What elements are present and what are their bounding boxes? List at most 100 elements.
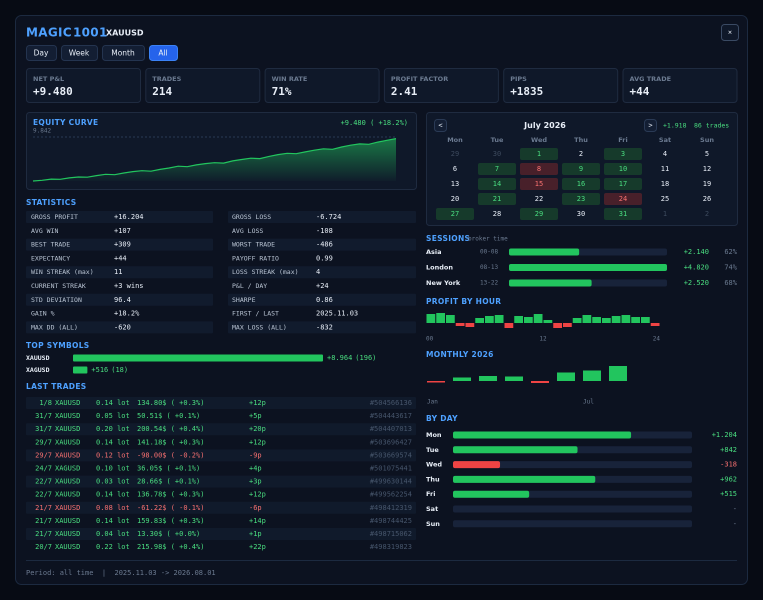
day-number[interactable]: 7 xyxy=(495,165,499,173)
trade-pnl: 141.18$ ( +0.3%) xyxy=(137,438,204,446)
tab[interactable] xyxy=(102,45,145,61)
session-hours: 13-22 xyxy=(480,280,498,287)
day-cell[interactable] xyxy=(520,163,558,175)
day-number[interactable]: 29 xyxy=(535,210,543,218)
day-number[interactable]: 15 xyxy=(535,180,543,188)
tab-label[interactable]: Week xyxy=(69,49,90,58)
day-cell[interactable] xyxy=(478,178,516,190)
trade-pips: -6p xyxy=(249,504,262,512)
calendar-title: July 2026 xyxy=(523,121,566,130)
close-button[interactable] xyxy=(721,24,739,41)
day-number[interactable]: 14 xyxy=(493,180,501,188)
close-icon[interactable]: × xyxy=(728,29,732,37)
day-number[interactable]: 6 xyxy=(453,165,457,173)
trade-pips: +20p xyxy=(249,425,266,433)
day-cell[interactable] xyxy=(562,178,600,190)
day-number[interactable]: 16 xyxy=(577,180,585,188)
day-number[interactable]: 1 xyxy=(663,210,667,218)
day-cell[interactable] xyxy=(478,193,516,205)
day-cell[interactable] xyxy=(562,193,600,205)
kpi-value: 214 xyxy=(152,85,172,98)
day-number[interactable]: 30 xyxy=(577,210,585,218)
day-number[interactable]: 20 xyxy=(451,195,459,203)
day-number[interactable]: 22 xyxy=(535,195,543,203)
day-number[interactable]: 10 xyxy=(619,165,627,173)
stat-value: +3 wins xyxy=(114,282,144,290)
day-number[interactable]: 9 xyxy=(579,165,583,173)
bar xyxy=(611,316,621,323)
day-number[interactable]: 31 xyxy=(619,210,627,218)
footer-text: Period: all time | 2025.11.03 -> 2026.08… xyxy=(26,569,216,577)
bar xyxy=(641,317,650,323)
day-number[interactable]: 3 xyxy=(621,150,625,158)
trade-symbol: XAUUSD xyxy=(55,412,80,420)
day-label: Mon xyxy=(426,431,442,439)
next-icon[interactable]: > xyxy=(648,122,652,130)
day-cell[interactable] xyxy=(520,148,558,160)
prev-icon[interactable]: < xyxy=(438,122,442,130)
tab[interactable] xyxy=(26,45,57,61)
day-number[interactable]: 19 xyxy=(703,180,711,188)
weekday: Tue xyxy=(491,136,504,144)
trade-pips: +12p xyxy=(249,491,266,499)
day-cell[interactable] xyxy=(604,148,642,160)
kpi-label: TRADES xyxy=(152,75,181,83)
day-number[interactable]: 8 xyxy=(537,165,541,173)
trade-ticket: #503669574 xyxy=(370,451,412,459)
bar xyxy=(485,316,494,323)
day-number[interactable]: 29 xyxy=(451,150,459,158)
trade-symbol: XAUUSD xyxy=(55,425,80,433)
day-number[interactable]: 17 xyxy=(619,180,627,188)
day-number[interactable]: 11 xyxy=(661,165,669,173)
trade-lot: 0.14 lot xyxy=(96,438,130,446)
day-number[interactable]: 13 xyxy=(451,180,459,188)
day-value: - xyxy=(733,520,737,528)
trade-ticket: #498412319 xyxy=(370,504,412,512)
day-number[interactable]: 28 xyxy=(493,210,501,218)
next-button[interactable] xyxy=(644,119,657,132)
bar xyxy=(514,316,523,323)
month-total: +1.918 xyxy=(663,122,687,130)
stat-value: -620 xyxy=(114,323,131,331)
day-number[interactable]: 4 xyxy=(663,150,667,158)
day-cell[interactable] xyxy=(520,178,558,190)
trade-ticket: #499630144 xyxy=(370,478,412,486)
day-cell[interactable] xyxy=(478,163,516,175)
day-number[interactable]: 12 xyxy=(703,165,711,173)
day-number[interactable]: 24 xyxy=(619,195,627,203)
tab-label[interactable]: All xyxy=(158,49,167,58)
day-number[interactable]: 2 xyxy=(705,210,709,218)
day-number[interactable]: 18 xyxy=(661,180,669,188)
day-cell[interactable] xyxy=(520,208,558,220)
bar xyxy=(621,315,631,323)
day-value: +962 xyxy=(720,475,737,483)
bar xyxy=(582,315,592,323)
day-cell[interactable] xyxy=(604,178,642,190)
day-number[interactable]: 25 xyxy=(661,195,669,203)
day-cell[interactable] xyxy=(604,208,642,220)
day-number[interactable]: 5 xyxy=(705,150,709,158)
day-number[interactable]: 1 xyxy=(537,150,541,158)
day-number[interactable]: 30 xyxy=(493,150,501,158)
day-number[interactable]: 26 xyxy=(703,195,711,203)
day-cell[interactable] xyxy=(604,163,642,175)
bar xyxy=(583,370,601,381)
tab-label[interactable]: Month xyxy=(111,49,135,58)
day-number[interactable]: 23 xyxy=(577,195,585,203)
day-cell[interactable] xyxy=(436,208,474,220)
tab[interactable] xyxy=(61,45,98,61)
prev-button[interactable] xyxy=(434,119,447,132)
day-cell[interactable] xyxy=(562,163,600,175)
day-number[interactable]: 2 xyxy=(579,150,583,158)
day-number[interactable]: 21 xyxy=(493,195,501,203)
trade-date: 29/7 xyxy=(35,438,52,446)
trade-ticket: #504407013 xyxy=(370,425,412,433)
bar xyxy=(453,490,530,498)
bar xyxy=(509,279,592,287)
day-number[interactable]: 27 xyxy=(451,210,459,218)
trade-date: 24/7 xyxy=(35,465,52,473)
tab[interactable] xyxy=(149,45,178,61)
tab-label[interactable]: Day xyxy=(34,49,49,58)
section-title: EQUITY CURVE xyxy=(33,118,98,127)
day-cell[interactable] xyxy=(604,193,642,205)
